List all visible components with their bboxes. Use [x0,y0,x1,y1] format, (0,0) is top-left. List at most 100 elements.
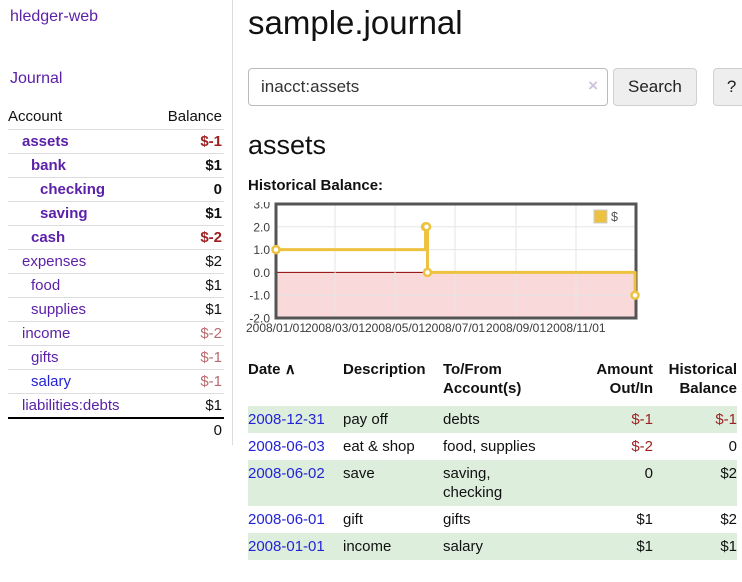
account-link-liabilities-debts[interactable]: liabilities:debts [22,397,120,414]
account-link-assets[interactable]: assets [22,133,69,150]
accounts-header-balance: Balance [167,108,222,125]
transaction-description: gift [343,511,364,528]
transaction-balance: $1 [720,538,737,555]
transaction-date-link[interactable]: 2008-06-02 [248,465,325,482]
account-link-expenses[interactable]: expenses [22,253,87,270]
account-balance: $1 [205,397,222,414]
y-tick-label: 1.0 [253,243,270,257]
account-link-supplies[interactable]: supplies [31,301,87,318]
transaction-amount: $-1 [631,411,653,428]
chart-grid [276,204,636,318]
account-balance: $-1 [200,133,222,150]
y-tick-label: 3.0 [253,202,270,212]
account-heading: assets [248,130,327,160]
account-row: cash $-2 [8,225,224,250]
accounts-table: Account Balance assets $-1 bank $1 checkin… [8,104,224,442]
transaction-description: eat & shop [343,438,415,455]
account-balance: $-2 [200,229,222,246]
transaction-amount: $1 [636,511,653,528]
chart-title: Historical Balance: [248,177,384,194]
transaction-accounts: salary [443,538,484,555]
transaction-balance: $2 [720,511,737,528]
clear-search-icon[interactable]: × [588,76,598,95]
chart-legend: $ [593,209,618,224]
search-box: × [248,68,608,106]
x-tick-label: 2008/07/01 [425,321,485,335]
account-balance: $-1 [200,349,222,366]
register-row: 2008-06-01 gift gifts $1 $2 [248,506,737,533]
transaction-date-link[interactable]: 2008-06-01 [248,511,325,528]
account-link-gifts[interactable]: gifts [31,349,59,366]
x-tick-label: 2008/01/01 [246,321,306,335]
app-title-link[interactable]: hledger-web [10,8,99,25]
search-input[interactable] [248,68,608,106]
data-point [630,290,640,300]
transaction-date-link[interactable]: 2008-01-01 [248,538,325,555]
accounts-total-row: 0 [8,418,224,442]
page-title: sample.journal [248,4,463,41]
search-form: × Search ? [248,68,742,106]
column-header-balance: Historical Balance [668,361,737,397]
transaction-description: pay off [343,411,388,428]
chart-ticks: 3.0 2.0 1.0 0.0 -1.0 -2.02008/01/012008/03/01… [246,202,606,335]
account-balance: 0 [213,181,222,198]
account-link-income[interactable]: income [22,325,71,342]
transaction-amount: $-2 [631,438,653,455]
x-tick-label: 2008/09/01 [486,321,546,335]
account-row: saving $1 [8,201,224,226]
account-row: assets $-1 [8,129,224,154]
account-balance: $-2 [200,325,222,342]
data-point [271,244,281,255]
sidebar: hledger-web Journal Account Balance asse… [0,0,233,445]
account-link-bank[interactable]: bank [31,157,67,174]
search-button[interactable]: Search [613,68,697,106]
account-link-cash[interactable]: cash [31,229,66,246]
accounts-total: 0 [213,422,222,439]
chart-series [271,222,640,300]
account-link-salary[interactable]: salary [31,373,72,390]
account-link-food[interactable]: food [31,277,61,294]
legend-swatch-icon [593,209,608,224]
column-header-accounts: To/From Account(s) [443,361,522,397]
accounts-header-row: Account Balance [8,104,224,130]
transaction-accounts: food, supplies [443,438,536,455]
account-row: supplies $1 [8,297,224,322]
transaction-date-link[interactable]: 2008-12-31 [248,411,325,428]
x-tick-label: 2008/05/01 [365,321,425,335]
sort-ascending-icon: ∧ [284,361,296,378]
account-row: checking 0 [8,177,224,202]
x-tick-label: 2008/03/01 [305,321,365,335]
account-row: food $1 [8,273,224,298]
account-balance: $1 [205,301,222,318]
nav-journal-link[interactable]: Journal [10,70,63,87]
transaction-date-link[interactable]: 2008-06-03 [248,438,325,455]
help-button[interactable]: ? [712,68,742,106]
data-point [422,267,433,278]
register-row: 2008-12-31 pay off debts $-1 $-1 [248,406,737,433]
register-table: Date ∧ Description To/From Account(s) Am… [248,358,737,560]
main-content: sample.journal × Search ? assets Histori… [246,0,742,560]
legend-label: $ [611,210,618,224]
account-row: expenses $2 [8,249,224,274]
transaction-accounts: saving, checking [443,465,503,501]
transaction-balance: $2 [720,465,737,482]
account-balance: $2 [205,253,222,270]
account-link-saving[interactable]: saving [40,205,88,222]
column-header-date[interactable]: Date ∧ [248,361,296,378]
account-row: salary $-1 [8,369,224,394]
account-balance: $-1 [200,373,222,390]
account-row: bank $1 [8,153,224,178]
y-tick-label: 0.0 [253,266,270,280]
balance-chart: 3.0 2.0 1.0 0.0 -1.0 -2.02008/01/012008/03/01… [246,202,640,335]
transaction-amount: 0 [644,465,653,482]
transaction-description: income [343,538,392,555]
account-link-checking[interactable]: checking [40,181,106,198]
transaction-accounts: debts [443,411,480,428]
transaction-balance: 0 [728,438,737,455]
transaction-accounts: gifts [443,511,471,528]
account-row: income $-2 [8,321,224,346]
transaction-amount: $1 [636,538,653,555]
chart-plot-border [274,202,638,320]
y-tick-label: -2.0 [249,312,270,326]
account-balance: $1 [205,205,222,222]
